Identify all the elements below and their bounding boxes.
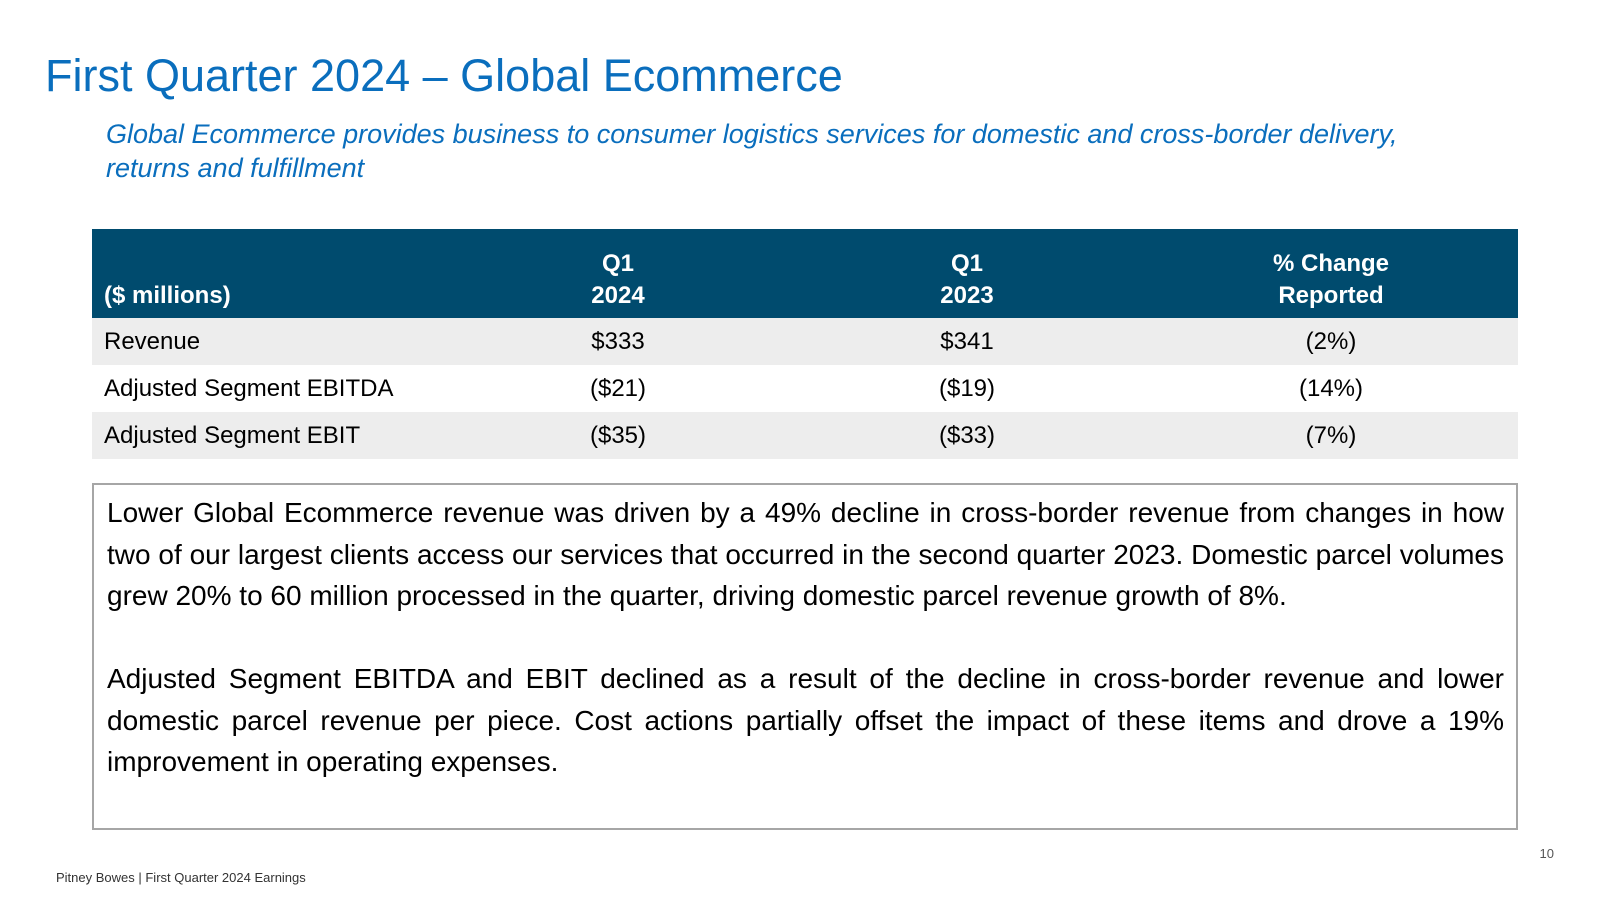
- header-change-line2: Reported: [1278, 282, 1384, 309]
- row-label: Adjusted Segment EBIT: [92, 412, 446, 459]
- header-row: ($ millions) Q1 2024 Q1 2023 % Change Re…: [92, 229, 1518, 318]
- page-number: 10: [1539, 846, 1554, 861]
- cell-q1-2024: $333: [446, 318, 790, 365]
- table-row: Adjusted Segment EBITDA ($21) ($19) (14%…: [92, 365, 1518, 412]
- cell-change: (14%): [1298, 374, 1364, 402]
- slide-subtitle: Global Ecommerce provides business to co…: [106, 119, 1398, 183]
- cell-change: (2%): [1144, 318, 1518, 365]
- table-row: Revenue $333 $341 (2%): [92, 318, 1518, 365]
- table-header: ($ millions) Q1 2024 Q1 2023 % Change Re…: [92, 229, 1518, 318]
- table-row: Adjusted Segment EBIT ($35) ($33) (7%): [92, 412, 1518, 459]
- financial-table: ($ millions) Q1 2024 Q1 2023 % Change Re…: [92, 229, 1518, 459]
- commentary-paragraph: Lower Global Ecommerce revenue was drive…: [107, 497, 1504, 611]
- cell-change: (7%): [1144, 412, 1518, 459]
- footer-text: Pitney Bowes | First Quarter 2024 Earnin…: [56, 870, 306, 885]
- header-change: % Change Reported: [1144, 229, 1518, 318]
- commentary-paragraph: Adjusted Segment EBITDA and EBIT decline…: [107, 663, 1504, 777]
- cell-q1-2023: ($19): [938, 374, 996, 402]
- header-units-label: ($ millions): [104, 282, 231, 309]
- header-q1-2024-year: 2024: [591, 282, 645, 309]
- header-q1-2024: Q1 2024: [446, 229, 790, 318]
- header-q1-2024-quarter: Q1: [601, 250, 634, 277]
- slide-title: First Quarter 2024 – Global Ecommerce: [45, 50, 843, 101]
- table-body: Revenue $333 $341 (2%) Adjusted Segment …: [92, 318, 1518, 459]
- header-units: ($ millions): [92, 229, 446, 318]
- cell-q1-2023: $341: [790, 318, 1144, 365]
- row-label: Adjusted Segment EBITDA: [104, 374, 394, 402]
- cell-q1-2024: ($21): [589, 374, 647, 402]
- cell-q1-2024: ($35): [446, 412, 790, 459]
- header-q1-2023-year: 2023: [940, 282, 994, 309]
- header-q1-2023: Q1 2023: [790, 229, 1144, 318]
- header-q1-2023-quarter: Q1: [950, 250, 983, 277]
- cell-q1-2023: ($33): [790, 412, 1144, 459]
- row-label: Revenue: [92, 318, 446, 365]
- header-change-line1: % Change: [1272, 250, 1389, 277]
- commentary-box: Lower Global Ecommerce revenue was drive…: [92, 483, 1518, 830]
